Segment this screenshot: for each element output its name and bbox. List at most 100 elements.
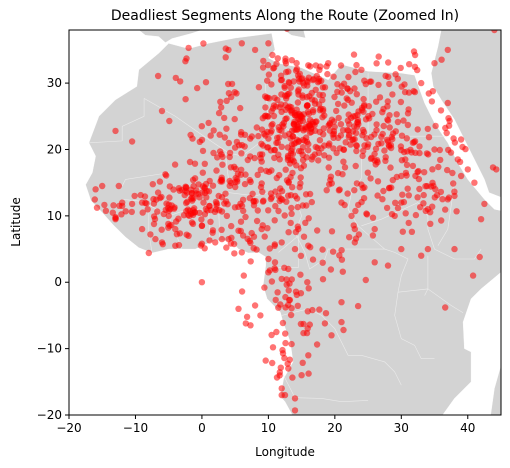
data-point — [450, 135, 457, 142]
data-point — [299, 156, 307, 164]
data-point — [334, 100, 342, 108]
data-point — [373, 60, 380, 67]
data-point — [300, 127, 307, 134]
data-point — [384, 98, 391, 105]
data-point — [300, 111, 307, 118]
data-point — [351, 136, 358, 143]
data-point — [297, 180, 304, 187]
data-point — [319, 84, 327, 91]
data-point — [210, 149, 217, 157]
data-point — [398, 132, 406, 139]
data-point — [371, 225, 378, 233]
data-point — [219, 161, 226, 168]
data-point — [308, 96, 316, 103]
data-point — [285, 365, 292, 372]
data-point — [302, 191, 310, 198]
data-point — [375, 81, 382, 89]
data-point — [353, 91, 360, 98]
data-point — [453, 208, 460, 215]
data-point — [437, 107, 445, 114]
data-point — [264, 225, 271, 232]
data-point — [257, 312, 264, 319]
data-point — [231, 115, 238, 123]
data-point — [206, 202, 213, 210]
data-point — [444, 196, 451, 203]
data-point — [247, 258, 254, 265]
data-point — [410, 48, 418, 55]
data-point — [307, 63, 314, 70]
data-point — [432, 186, 439, 193]
data-point — [252, 197, 259, 205]
data-point — [289, 374, 296, 381]
data-point — [283, 276, 290, 283]
data-point — [199, 147, 207, 155]
data-point — [351, 85, 358, 92]
data-point — [285, 229, 292, 236]
data-point — [348, 212, 355, 220]
data-point — [383, 204, 391, 212]
data-point — [232, 183, 239, 191]
data-point — [352, 207, 359, 215]
data-point — [238, 166, 245, 173]
data-point — [298, 372, 305, 379]
data-point — [353, 147, 360, 155]
data-point — [340, 146, 347, 153]
data-point — [258, 140, 265, 147]
data-point — [415, 167, 422, 175]
y-tick-label: 30 — [47, 76, 62, 90]
data-point — [218, 226, 225, 233]
data-point — [235, 305, 242, 312]
data-point — [361, 184, 368, 191]
data-point — [268, 331, 275, 339]
data-point — [403, 135, 410, 142]
data-point — [242, 320, 249, 327]
data-point — [344, 117, 352, 124]
data-point — [172, 242, 179, 249]
data-point — [261, 233, 268, 240]
data-point — [326, 127, 334, 134]
data-point — [279, 350, 287, 357]
data-point — [112, 216, 119, 223]
data-point — [299, 94, 306, 101]
data-point — [379, 109, 386, 116]
data-point — [427, 220, 434, 227]
data-point — [215, 192, 222, 200]
data-point — [361, 77, 368, 84]
data-point — [269, 344, 277, 351]
data-point — [198, 240, 206, 247]
data-point — [281, 354, 288, 362]
data-point — [172, 225, 179, 233]
data-point — [369, 232, 377, 239]
data-point — [303, 138, 311, 146]
data-point — [244, 156, 251, 164]
data-point — [225, 139, 232, 147]
data-point — [281, 82, 288, 90]
data-point — [207, 218, 214, 225]
data-point — [359, 152, 366, 160]
data-point — [296, 70, 303, 78]
data-point — [194, 84, 201, 92]
data-point — [238, 150, 245, 157]
data-point — [408, 228, 416, 235]
data-point — [373, 127, 380, 134]
data-point — [101, 201, 108, 209]
data-point — [297, 174, 304, 181]
data-point — [150, 220, 158, 228]
data-point — [364, 169, 371, 176]
data-point — [297, 252, 305, 259]
data-point — [398, 199, 405, 206]
data-point — [355, 201, 362, 209]
data-point — [198, 136, 206, 144]
data-point — [292, 192, 299, 200]
data-point — [295, 225, 302, 233]
data-point — [416, 185, 423, 193]
data-point — [183, 207, 190, 215]
data-point — [344, 85, 351, 92]
data-point — [248, 133, 256, 140]
data-point — [149, 181, 156, 188]
data-point — [242, 171, 249, 178]
data-point — [345, 73, 352, 81]
data-point — [400, 117, 407, 124]
data-point — [294, 203, 301, 211]
data-point — [385, 142, 392, 149]
